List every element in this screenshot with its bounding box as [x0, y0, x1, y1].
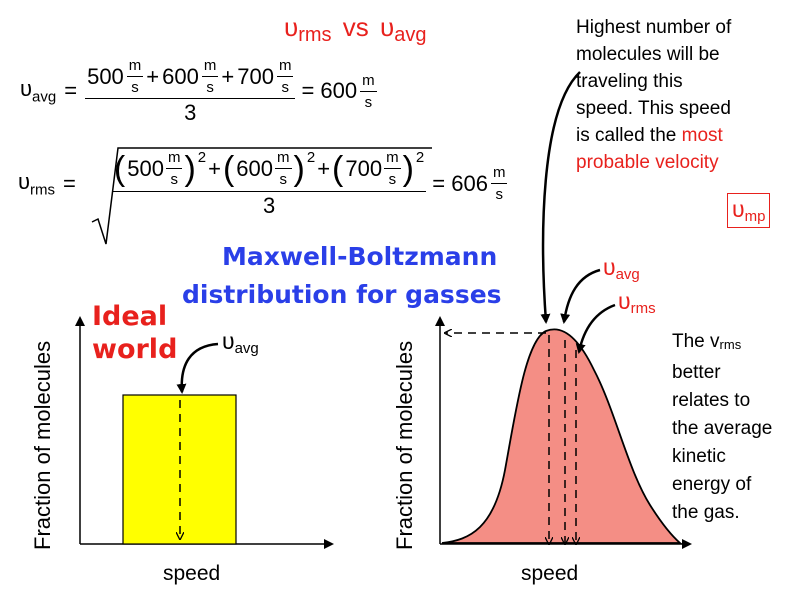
vmp-symbol: υmp	[727, 193, 771, 228]
title-v2: υ	[380, 12, 395, 42]
eq-avg-lhs: υavg	[20, 76, 57, 106]
right-vrms-label: υrms	[618, 288, 656, 317]
eq-avg-result: = 600	[301, 78, 358, 103]
title-sub2: avg	[394, 24, 427, 46]
vavg-arrow	[560, 268, 601, 324]
title-sub1: rms	[298, 24, 332, 46]
sqrt-sign	[91, 147, 432, 245]
most-probable-note: Highest number of molecules will be trav…	[576, 17, 732, 173]
left-x-axis-label: speed	[163, 562, 221, 585]
left-vavg-label: υavg	[222, 328, 259, 357]
eq-rms-lhs: υrms	[18, 168, 56, 199]
eq-rms-result: = 606	[432, 170, 488, 196]
vrms-arrow	[575, 303, 616, 354]
maxwell-boltzmann-curve	[441, 328, 683, 544]
ideal-vavg-arrow	[176, 342, 219, 394]
most-probable-arrow	[540, 71, 581, 324]
rms-note: The vrms better relates to the average k…	[672, 331, 773, 523]
maxwell-boltzmann-subtitle: distribution for gasses	[182, 280, 502, 309]
ideal-world-title: Ideal world	[92, 301, 178, 365]
title-v1: υ	[284, 12, 299, 42]
right-vavg-label: υavg	[603, 254, 640, 283]
title-vs: vs	[342, 12, 369, 42]
maxwell-boltzmann-title: Maxwell-Boltzmann	[222, 242, 498, 271]
right-x-axis-label: speed	[521, 562, 579, 585]
slide-title: υrms vs υavg	[284, 12, 426, 47]
